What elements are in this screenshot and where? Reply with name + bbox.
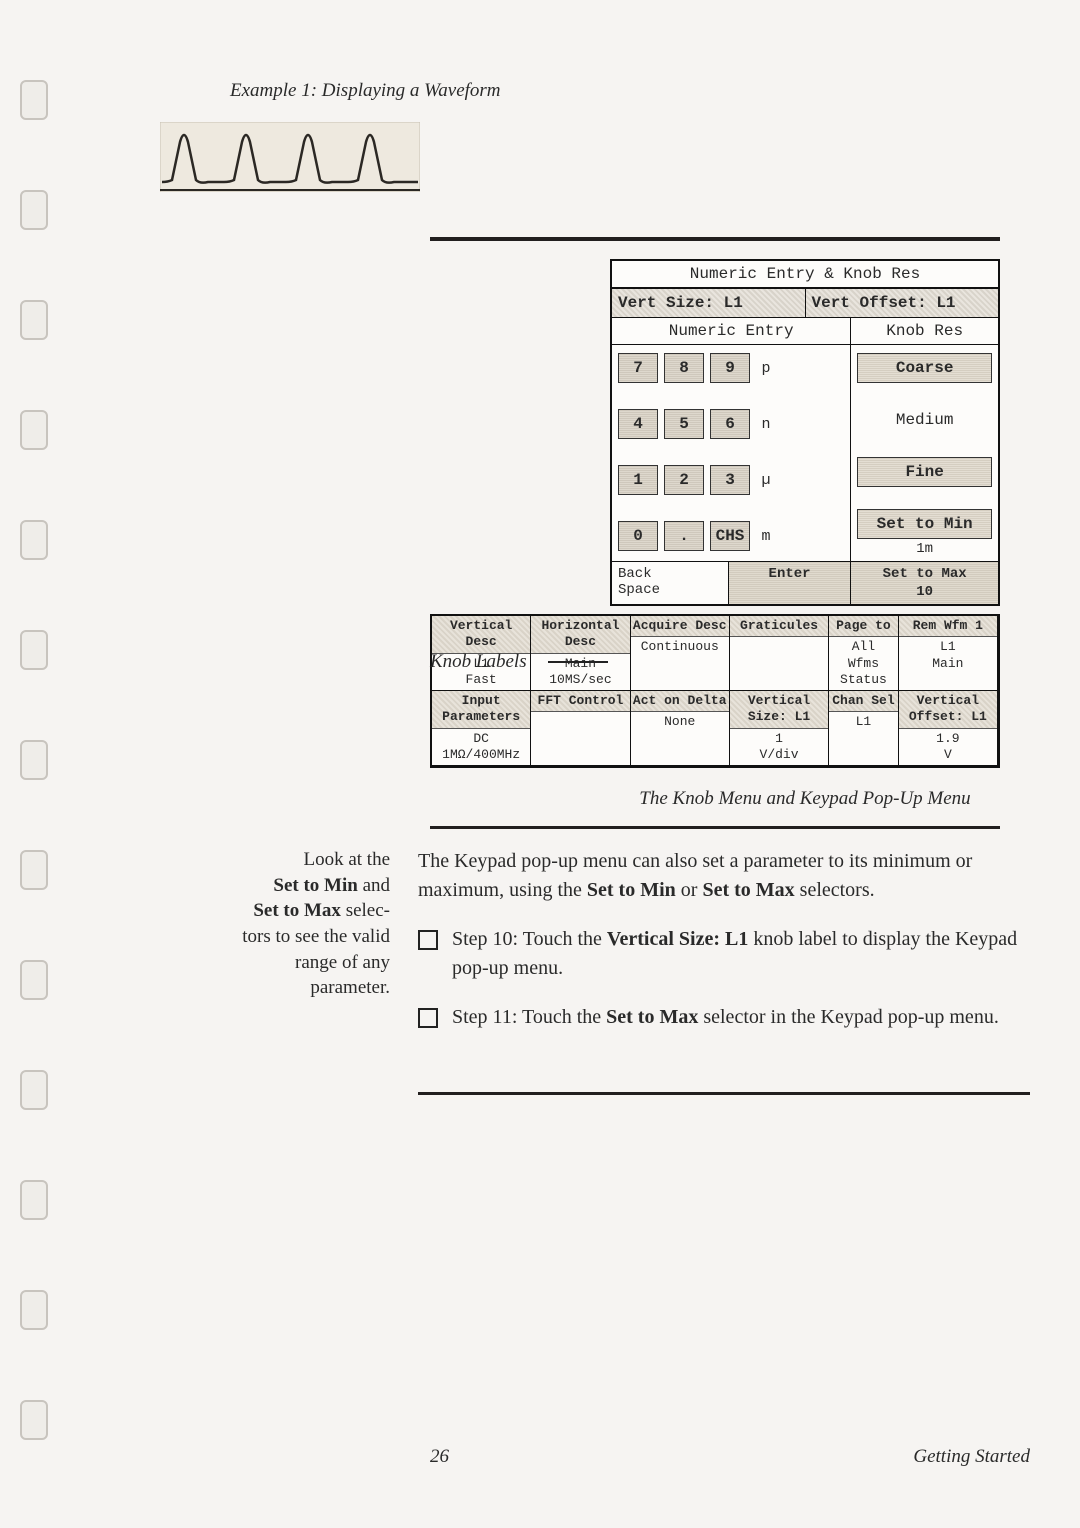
knob-res-column: Coarse Medium Fine Set to Min 1m — [851, 345, 998, 561]
backspace-button[interactable]: Back Space — [612, 562, 728, 604]
checkbox-icon[interactable] — [418, 1008, 438, 1028]
keypad-2[interactable]: 2 — [664, 465, 704, 495]
binding-hole — [20, 300, 48, 340]
binding-holes — [20, 80, 48, 1440]
knob-vertical-offset[interactable]: Vertical Offset: L11.9 V — [899, 691, 998, 766]
leader-line — [548, 661, 608, 663]
keypad-3[interactable]: 3 — [710, 465, 750, 495]
unit-pico[interactable]: p — [756, 360, 776, 377]
vert-offset-label[interactable]: Vert Offset: L1 — [806, 289, 999, 317]
binding-hole — [20, 410, 48, 450]
numeric-keypad: 7 8 9 p 4 5 6 n 1 2 3 µ — [612, 345, 851, 561]
knob-graticules[interactable]: Graticules — [730, 616, 829, 691]
set-to-max-label: Set to Max — [883, 566, 967, 582]
margin-note: Look at the Set to Min and Set to Max se… — [150, 847, 390, 1113]
page-number: 26 — [430, 1446, 449, 1468]
binding-hole — [20, 960, 48, 1000]
knob-horizontal-desc[interactable]: Horizontal DescMain 10MS/sec — [531, 616, 630, 691]
unit-micro[interactable]: µ — [756, 472, 776, 489]
min-value: 1m — [857, 541, 992, 557]
knob-chan-sel[interactable]: Chan SelL1 — [829, 691, 899, 766]
example-title: Example 1: Displaying a Waveform — [230, 80, 1030, 102]
knob-rem-wfm[interactable]: Rem Wfm 1L1 Main — [899, 616, 998, 691]
keypad-7[interactable]: 7 — [618, 353, 658, 383]
knob-input-params[interactable]: Input ParametersDC 1MΩ/400MHz — [432, 691, 531, 766]
knob-acquire-desc[interactable]: Acquire DescContinuous — [631, 616, 730, 691]
keypad-popup: Numeric Entry & Knob Res Vert Size: L1 V… — [610, 259, 1000, 606]
rule — [418, 1092, 1030, 1095]
binding-hole — [20, 1400, 48, 1440]
section-title: Getting Started — [913, 1446, 1030, 1468]
knob-res-heading: Knob Res — [851, 318, 998, 344]
figure-caption: The Knob Menu and Keypad Pop-Up Menu — [610, 788, 1000, 810]
popup-title: Numeric Entry & Knob Res — [612, 261, 998, 289]
res-coarse[interactable]: Coarse — [857, 353, 992, 383]
knob-act-on-delta[interactable]: Act on DeltaNone — [631, 691, 730, 766]
set-to-min[interactable]: Set to Min — [857, 509, 992, 539]
knob-fft-control[interactable]: FFT Control — [531, 691, 630, 766]
binding-hole — [20, 1180, 48, 1220]
binding-hole — [20, 630, 48, 670]
rule — [430, 826, 1000, 829]
unit-milli[interactable]: m — [756, 528, 776, 545]
numeric-entry-heading: Numeric Entry — [612, 318, 851, 344]
keypad-8[interactable]: 8 — [664, 353, 704, 383]
step-10: Step 10: Touch the Vertical Size: L1 kno… — [418, 925, 1030, 983]
knob-page-to[interactable]: Page toAll Wfms Status — [829, 616, 899, 691]
keypad-dot[interactable]: . — [664, 521, 704, 551]
set-to-max[interactable]: Set to Max 10 — [851, 562, 998, 604]
res-fine[interactable]: Fine — [857, 457, 992, 487]
binding-hole — [20, 1290, 48, 1330]
res-medium[interactable]: Medium — [857, 405, 992, 435]
binding-hole — [20, 520, 48, 560]
keypad-4[interactable]: 4 — [618, 409, 658, 439]
keypad-5[interactable]: 5 — [664, 409, 704, 439]
keypad-1[interactable]: 1 — [618, 465, 658, 495]
keypad-0[interactable]: 0 — [618, 521, 658, 551]
keypad-6[interactable]: 6 — [710, 409, 750, 439]
rule — [430, 237, 1000, 241]
keypad-9[interactable]: 9 — [710, 353, 750, 383]
max-value: 10 — [857, 584, 992, 600]
knob-menu-grid: Vertical DescL1 Fast Horizontal DescMain… — [430, 614, 1000, 768]
knob-labels-caption: Knob Labels — [430, 651, 527, 673]
unit-nano[interactable]: n — [756, 416, 776, 433]
keypad-chs[interactable]: CHS — [710, 521, 750, 551]
binding-hole — [20, 80, 48, 120]
vert-size-label[interactable]: Vert Size: L1 — [612, 289, 806, 317]
binding-hole — [20, 190, 48, 230]
binding-hole — [20, 740, 48, 780]
enter-button[interactable]: Enter — [728, 562, 852, 604]
step-11: Step 11: Touch the Set to Max selector i… — [418, 1003, 1030, 1032]
knob-vertical-size[interactable]: Vertical Size: L11 V/div — [730, 691, 829, 766]
binding-hole — [20, 850, 48, 890]
body-text: The Keypad pop-up menu can also set a pa… — [418, 847, 1030, 1113]
binding-hole — [20, 1070, 48, 1110]
checkbox-icon[interactable] — [418, 930, 438, 950]
waveform-thumbnail — [160, 122, 1030, 197]
